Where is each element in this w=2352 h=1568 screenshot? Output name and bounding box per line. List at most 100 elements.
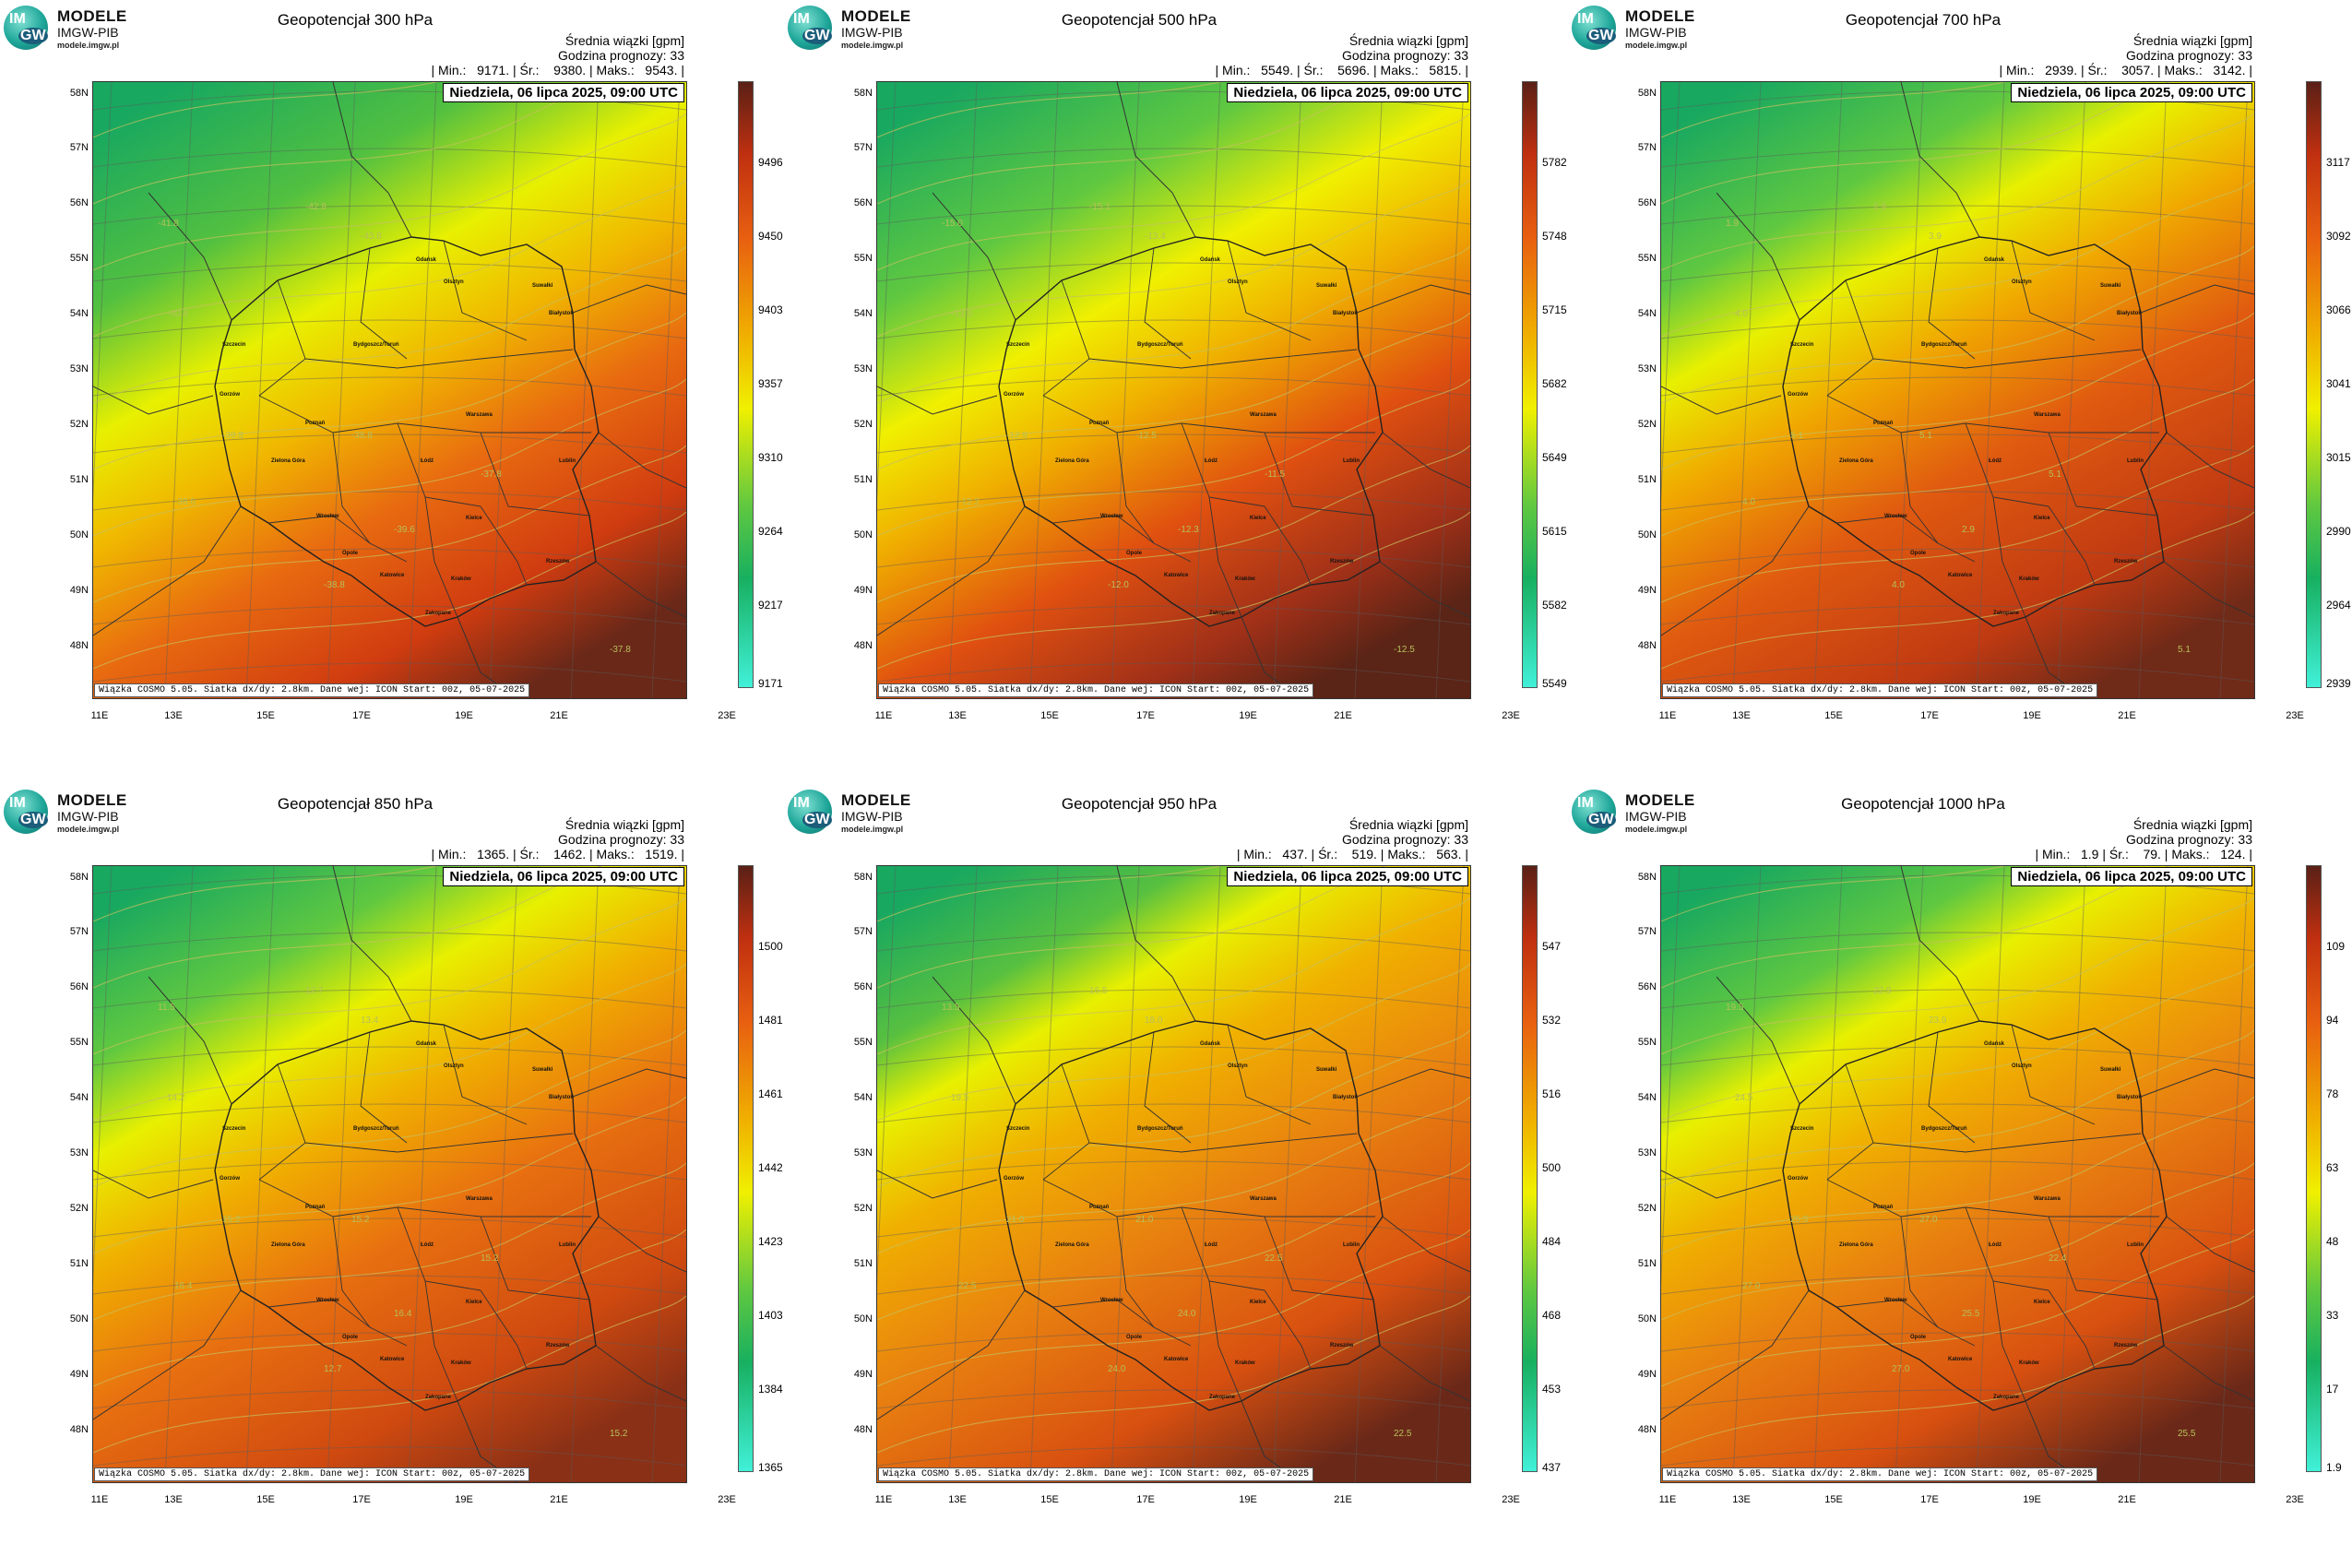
logo-subtitle: IMGW-PIB <box>841 809 903 824</box>
meridian-line <box>1111 866 1140 1482</box>
forecast-hour: Godzina prognozy: 33 <box>2126 832 2252 847</box>
city-label: Warszawa <box>466 1196 493 1202</box>
contour-value-label: -39.6 <box>394 525 415 535</box>
voivodeship-border <box>1264 505 1312 586</box>
city-label: Wrocław <box>1100 1298 1123 1303</box>
city-label: Wrocław <box>1884 514 1907 519</box>
color-scale-label: 2939 <box>2326 677 2351 690</box>
mean-label: Średnia wiązki [gpm] <box>564 33 684 48</box>
mean-label: Średnia wiązki [gpm] <box>2132 33 2252 48</box>
contour-line <box>1661 866 2171 989</box>
latitude-tick-label: 55N <box>69 253 89 264</box>
parallel-line <box>877 376 1470 397</box>
contour-value-label: 4.0 <box>1735 309 1748 319</box>
contour-line <box>1661 245 2254 404</box>
contour-value-label: 23.9 <box>1929 1016 1947 1026</box>
color-scale-label: 5615 <box>1542 525 1567 538</box>
meridian-line <box>948 82 978 698</box>
logo-gw-text: GW <box>18 28 48 44</box>
parallel-line <box>93 1160 686 1181</box>
geopotential-field <box>93 866 686 1482</box>
meridian-line <box>1354 866 1384 1482</box>
color-scale-label: 9357 <box>758 377 783 390</box>
longitude-tick-label: 17E <box>352 1494 371 1505</box>
imgw-logo[interactable]: IM GW MODELE IMGW-PIB modele.imgw.pl <box>1572 6 1719 52</box>
field-fill <box>877 866 1470 1482</box>
longitude-tick-label: 23E <box>1502 1494 1520 1505</box>
meridian-line <box>1029 82 1059 698</box>
country-border <box>93 1170 214 1199</box>
city-label: Białystok <box>2117 1095 2142 1100</box>
color-scale-label: 468 <box>1542 1309 1562 1322</box>
country-border <box>1116 82 1196 238</box>
imgw-logo[interactable]: IM GW MODELE IMGW-PIB modele.imgw.pl <box>788 6 935 52</box>
city-label: Lublin <box>2127 1242 2144 1248</box>
imgw-logo[interactable]: IM GW MODELE IMGW-PIB modele.imgw.pl <box>1572 790 1719 836</box>
country-border <box>148 192 232 321</box>
imgw-logo[interactable]: IM GW MODELE IMGW-PIB modele.imgw.pl <box>4 6 151 52</box>
voivodeship-border <box>1144 1031 1192 1144</box>
latitude-tick-label: 56N <box>1637 197 1657 208</box>
city-label: Gorzów <box>1788 392 1808 398</box>
longitude-tick-label: 17E <box>1920 1494 1939 1505</box>
meridian-line <box>1111 82 1140 698</box>
longitude-tick-label: 15E <box>1040 1494 1059 1505</box>
contour-line <box>1661 1096 2254 1254</box>
color-scale-label: 9264 <box>758 525 783 538</box>
forecast-hour: Godzina prognozy: 33 <box>1342 48 1468 63</box>
country-border <box>1900 82 1980 238</box>
country-border <box>877 1289 1026 1420</box>
color-scale-label: 78 <box>2326 1087 2339 1100</box>
city-label: Kraków <box>1235 576 1255 582</box>
meridian-line <box>1029 866 1059 1482</box>
longitude-tick-label: 13E <box>1732 1494 1751 1505</box>
color-scale-label: 3041 <box>2326 377 2351 390</box>
city-label: Kraków <box>2019 1360 2039 1366</box>
imgw-logo[interactable]: IM GW MODELE IMGW-PIB modele.imgw.pl <box>4 790 151 836</box>
color-scale-label: 1365 <box>758 1461 783 1474</box>
logo-subtitle: IMGW-PIB <box>57 809 119 824</box>
voivodeship-border <box>1992 496 2026 618</box>
city-label: Rzeszów <box>546 1343 570 1348</box>
contour-value-label: 21.0 <box>1135 1215 1154 1225</box>
voivodeship-border <box>1144 247 1192 360</box>
voivodeship-border <box>424 496 458 618</box>
city-label: Lublin <box>1343 1242 1360 1248</box>
contour-line <box>1661 511 2254 670</box>
meridian-line <box>2138 82 2168 698</box>
contour-value-label: 4.0 <box>1892 580 1905 590</box>
voivodeship-border <box>2048 505 2096 586</box>
color-scale-label: 1442 <box>758 1161 783 1174</box>
city-label: Bydgoszcz/Toruń <box>1137 1126 1183 1132</box>
parallel-line <box>1661 1160 2254 1181</box>
logo-subtitle: IMGW-PIB <box>57 25 119 40</box>
meridian-line <box>1895 82 1924 698</box>
country-border <box>595 561 686 618</box>
city-label: Katowice <box>380 1357 405 1362</box>
imgw-logo[interactable]: IM GW MODELE IMGW-PIB modele.imgw.pl <box>788 790 935 836</box>
geopotential-panel: IM GW MODELE IMGW-PIB modele.imgw.pl Geopoten… <box>784 784 1561 1550</box>
city-label: Kielce <box>2034 1300 2050 1305</box>
contour-line <box>877 179 1470 338</box>
contour-value-label: 5.1 <box>2049 469 2061 480</box>
meridian-line <box>1976 82 2005 698</box>
parallel-line <box>877 932 1470 952</box>
city-label: Bydgoszcz/Toruń <box>1921 342 1967 348</box>
contour-value-label: 19.5 <box>951 1093 969 1103</box>
latitude-tick-label: 49N <box>69 585 89 596</box>
parallel-line <box>93 1218 686 1238</box>
city-label: Rzeszów <box>2114 559 2138 564</box>
contour-value-label: 25.5 <box>1962 1309 1980 1319</box>
meridian-line <box>245 866 275 1482</box>
city-label: Poznań <box>1089 1205 1110 1210</box>
city-label: Warszawa <box>1250 1196 1277 1202</box>
model-info-box: Wiązka COSMO 5.05. Siatka dx/dy: 2.8km. … <box>878 683 1314 697</box>
contour-line <box>93 312 686 470</box>
contour-value-label: 24.0 <box>1108 1364 1126 1374</box>
parallel-line <box>1661 205 2254 225</box>
meridian-line <box>1813 82 1843 698</box>
contour-line <box>877 1096 1470 1254</box>
parallel-line <box>93 548 686 568</box>
meridian-line <box>408 82 437 698</box>
voivodeship-border <box>1208 1280 1242 1402</box>
